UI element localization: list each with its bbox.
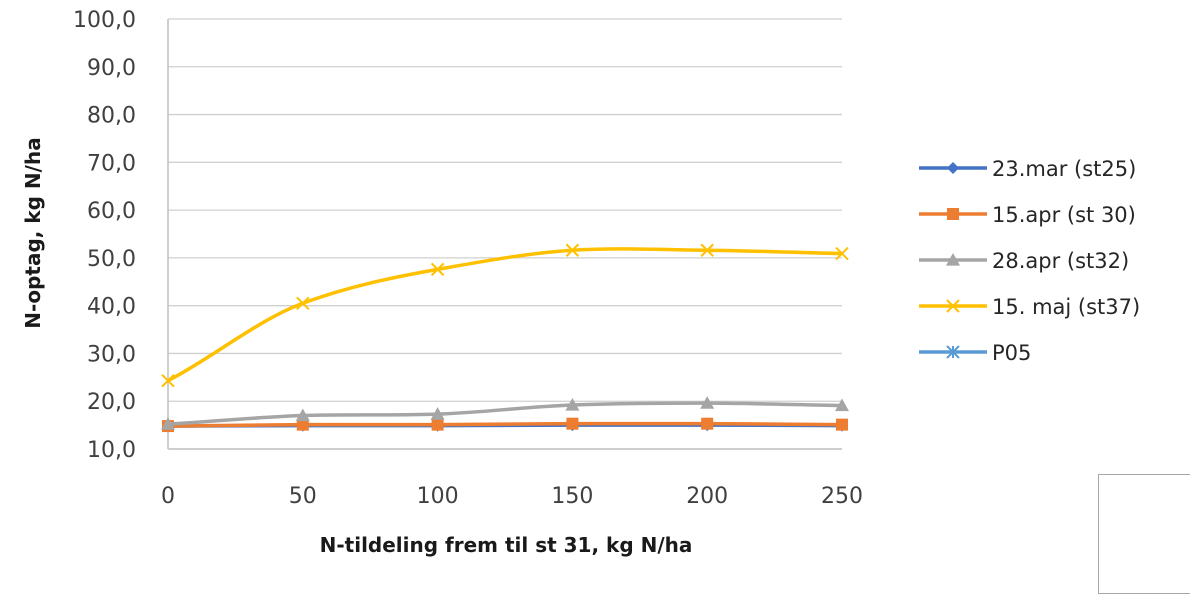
data-point: [700, 396, 715, 409]
x-tick-label: 250: [821, 484, 863, 509]
legend-label: 15.apr (st 30): [992, 203, 1136, 227]
series-line: [167, 401, 843, 426]
empty-frame: [1098, 474, 1190, 594]
legend-marker: [946, 253, 960, 266]
data-point: [296, 418, 309, 431]
data-point: [161, 373, 175, 388]
axes: [167, 19, 842, 450]
data-point: [161, 417, 175, 430]
legend-marker: [947, 162, 959, 174]
legend-label: 28.apr (st32): [992, 249, 1129, 273]
legend-label: P05: [992, 341, 1031, 365]
y-tick-label: 100,0: [73, 8, 136, 33]
y-tick-labels: 10,0 20,0 30,0 40,0 50,0 60,0 70,0 80,0 90,0 100,…: [73, 8, 136, 463]
x-tick-label: 50: [289, 484, 317, 509]
y-tick-label: 90,0: [87, 56, 136, 81]
data-point: [836, 418, 848, 431]
data-point: [835, 246, 849, 261]
data-point: [296, 296, 310, 310]
data-point: [835, 398, 849, 412]
y-tick-label: 10,0: [87, 438, 136, 463]
y-tick-label: 50,0: [87, 247, 136, 272]
x-tick-label: 100: [417, 484, 459, 509]
legend-marker: [946, 345, 960, 359]
data-point: [701, 417, 714, 430]
x-tick-labels: 0 50 100 150 200 250: [161, 484, 863, 509]
legend-marker: [947, 208, 959, 220]
legend: 23.mar (st25) 15.apr (st 30) 28.apr (st32)…: [919, 157, 1140, 365]
y-tick-label: 80,0: [87, 104, 136, 129]
legend-label: 23.mar (st25): [992, 157, 1136, 181]
data-point: [431, 418, 444, 431]
series-lines: [161, 243, 849, 433]
legend-marker: [946, 299, 960, 313]
x-tick-label: 0: [161, 484, 175, 509]
y-tick-label: 20,0: [87, 390, 136, 415]
data-point: [566, 417, 579, 430]
data-point: [430, 407, 445, 420]
line-chart: 10,0 20,0 30,0 40,0 50,0 60,0 70,0 80,0 90,0 100,…: [21, 8, 1140, 557]
y-tick-label: 40,0: [87, 295, 136, 320]
x-axis-title: N-tildeling frem til st 31, kg N/ha: [320, 533, 693, 557]
y-tick-label: 60,0: [87, 199, 136, 224]
y-axis-title: N-optag, kg N/ha: [21, 137, 45, 328]
data-point: [430, 262, 445, 277]
series-line: [167, 247, 843, 383]
data-point: [565, 243, 580, 257]
x-tick-label: 150: [551, 484, 593, 509]
y-tick-label: 30,0: [87, 342, 136, 367]
data-point: [565, 398, 580, 411]
legend-label: 15. maj (st37): [992, 295, 1140, 319]
y-tick-label: 70,0: [87, 151, 136, 176]
data-point: [295, 408, 310, 422]
data-point: [700, 243, 714, 257]
gridlines: [168, 18, 842, 402]
series-line: [167, 421, 843, 428]
x-tick-label: 200: [686, 484, 728, 509]
